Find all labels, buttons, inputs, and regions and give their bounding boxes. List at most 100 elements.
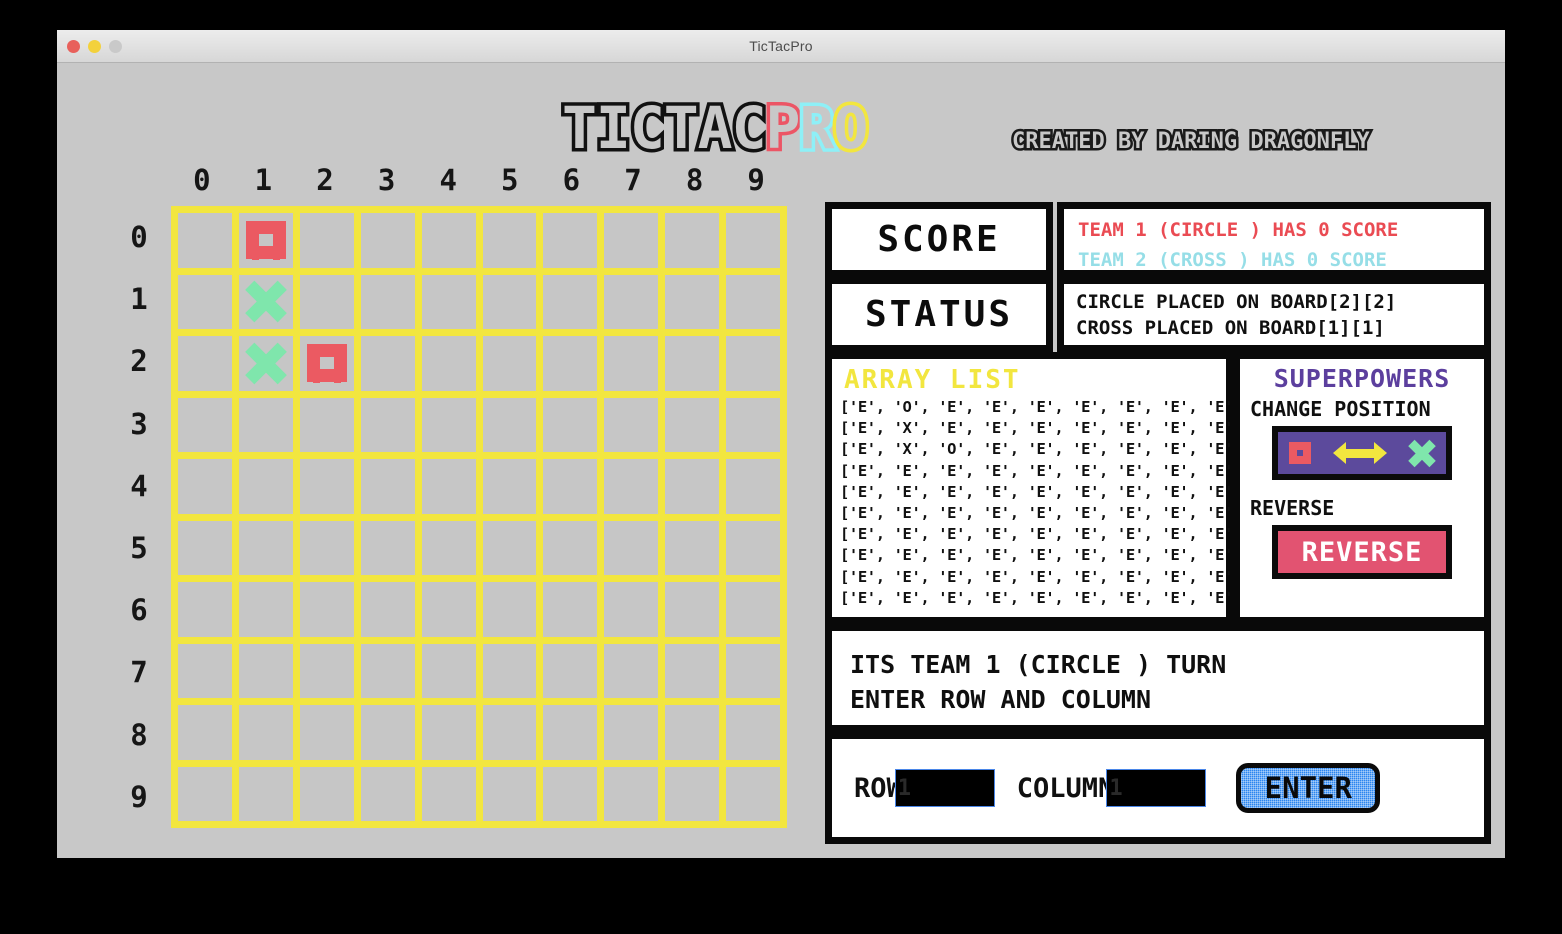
board-cell-5-1[interactable] bbox=[238, 520, 293, 575]
board-cell-4-6[interactable] bbox=[543, 459, 598, 514]
board-cell-1-3[interactable] bbox=[360, 274, 415, 329]
board-cell-4-8[interactable] bbox=[665, 459, 720, 514]
change-position-button[interactable] bbox=[1272, 426, 1452, 480]
board-cell-7-5[interactable] bbox=[482, 643, 537, 698]
board-cell-5-4[interactable] bbox=[421, 520, 476, 575]
board-cell-7-0[interactable] bbox=[178, 643, 232, 698]
board-cell-8-1[interactable] bbox=[238, 705, 293, 760]
minimize-button-icon[interactable] bbox=[88, 40, 101, 53]
board-cell-5-6[interactable] bbox=[543, 520, 598, 575]
board-cell-6-2[interactable] bbox=[299, 582, 354, 637]
board-cell-3-3[interactable] bbox=[360, 397, 415, 452]
board-cell-8-0[interactable] bbox=[178, 705, 232, 760]
board-cell-7-8[interactable] bbox=[665, 643, 720, 698]
board-cell-6-5[interactable] bbox=[482, 582, 537, 637]
board-cell-0-6[interactable] bbox=[543, 213, 598, 268]
board-cell-8-9[interactable] bbox=[726, 705, 780, 760]
board-cell-3-5[interactable] bbox=[482, 397, 537, 452]
board-cell-3-0[interactable] bbox=[178, 397, 232, 452]
board-cell-7-6[interactable] bbox=[543, 643, 598, 698]
board-cell-9-3[interactable] bbox=[360, 766, 415, 821]
board-cell-9-0[interactable] bbox=[178, 766, 232, 821]
board-cell-6-9[interactable] bbox=[726, 582, 780, 637]
game-board[interactable] bbox=[171, 206, 787, 828]
board-cell-7-7[interactable] bbox=[604, 643, 659, 698]
board-cell-2-0[interactable] bbox=[178, 336, 232, 391]
board-cell-2-2[interactable] bbox=[299, 336, 354, 391]
board-cell-6-1[interactable] bbox=[238, 582, 293, 637]
board-cell-9-5[interactable] bbox=[482, 766, 537, 821]
board-cell-6-3[interactable] bbox=[360, 582, 415, 637]
board-cell-4-0[interactable] bbox=[178, 459, 232, 514]
board-cell-8-8[interactable] bbox=[665, 705, 720, 760]
board-cell-1-2[interactable] bbox=[299, 274, 354, 329]
board-cell-4-4[interactable] bbox=[421, 459, 476, 514]
board-cell-3-2[interactable] bbox=[299, 397, 354, 452]
board-cell-0-9[interactable] bbox=[726, 213, 780, 268]
board-cell-9-6[interactable] bbox=[543, 766, 598, 821]
board-cell-4-2[interactable] bbox=[299, 459, 354, 514]
board-cell-2-8[interactable] bbox=[665, 336, 720, 391]
board-cell-0-1[interactable] bbox=[238, 213, 293, 268]
board-cell-9-9[interactable] bbox=[726, 766, 780, 821]
board-cell-6-7[interactable] bbox=[604, 582, 659, 637]
board-cell-4-9[interactable] bbox=[726, 459, 780, 514]
board-cell-5-8[interactable] bbox=[665, 520, 720, 575]
board-cell-7-2[interactable] bbox=[299, 643, 354, 698]
board-cell-3-9[interactable] bbox=[726, 397, 780, 452]
board-cell-7-3[interactable] bbox=[360, 643, 415, 698]
board-cell-4-7[interactable] bbox=[604, 459, 659, 514]
board-cell-7-4[interactable] bbox=[421, 643, 476, 698]
close-button-icon[interactable] bbox=[67, 40, 80, 53]
board-cell-5-0[interactable] bbox=[178, 520, 232, 575]
board-cell-3-4[interactable] bbox=[421, 397, 476, 452]
board-cell-2-6[interactable] bbox=[543, 336, 598, 391]
board-cell-3-8[interactable] bbox=[665, 397, 720, 452]
row-input[interactable]: 1 bbox=[894, 769, 995, 807]
board-cell-4-5[interactable] bbox=[482, 459, 537, 514]
board-cell-8-4[interactable] bbox=[421, 705, 476, 760]
board-cell-6-4[interactable] bbox=[421, 582, 476, 637]
board-cell-0-2[interactable] bbox=[299, 213, 354, 268]
board-cell-0-0[interactable] bbox=[178, 213, 232, 268]
board-cell-2-9[interactable] bbox=[726, 336, 780, 391]
board-cell-3-6[interactable] bbox=[543, 397, 598, 452]
board-cell-9-7[interactable] bbox=[604, 766, 659, 821]
board-cell-4-3[interactable] bbox=[360, 459, 415, 514]
board-cell-5-9[interactable] bbox=[726, 520, 780, 575]
board-cell-8-2[interactable] bbox=[299, 705, 354, 760]
board-cell-6-8[interactable] bbox=[665, 582, 720, 637]
board-cell-8-3[interactable] bbox=[360, 705, 415, 760]
board-cell-1-4[interactable] bbox=[421, 274, 476, 329]
board-cell-8-7[interactable] bbox=[604, 705, 659, 760]
board-cell-9-4[interactable] bbox=[421, 766, 476, 821]
board-cell-5-5[interactable] bbox=[482, 520, 537, 575]
board-cell-9-8[interactable] bbox=[665, 766, 720, 821]
board-cell-0-5[interactable] bbox=[482, 213, 537, 268]
enter-button[interactable]: ENTER bbox=[1236, 763, 1381, 813]
board-cell-9-2[interactable] bbox=[299, 766, 354, 821]
board-cell-5-3[interactable] bbox=[360, 520, 415, 575]
board-cell-0-8[interactable] bbox=[665, 213, 720, 268]
board-cell-1-5[interactable] bbox=[482, 274, 537, 329]
board-cell-1-8[interactable] bbox=[665, 274, 720, 329]
board-cell-7-9[interactable] bbox=[726, 643, 780, 698]
board-cell-0-4[interactable] bbox=[421, 213, 476, 268]
board-cell-2-4[interactable] bbox=[421, 336, 476, 391]
board-cell-5-7[interactable] bbox=[604, 520, 659, 575]
board-cell-0-7[interactable] bbox=[604, 213, 659, 268]
board-cell-6-0[interactable] bbox=[178, 582, 232, 637]
board-cell-0-3[interactable] bbox=[360, 213, 415, 268]
board-cell-3-1[interactable] bbox=[238, 397, 293, 452]
board-cell-1-7[interactable] bbox=[604, 274, 659, 329]
board-cell-8-5[interactable] bbox=[482, 705, 537, 760]
reverse-button[interactable]: REVERSE bbox=[1272, 525, 1452, 579]
board-cell-5-2[interactable] bbox=[299, 520, 354, 575]
board-cell-2-3[interactable] bbox=[360, 336, 415, 391]
board-cell-2-5[interactable] bbox=[482, 336, 537, 391]
board-cell-3-7[interactable] bbox=[604, 397, 659, 452]
board-cell-2-1[interactable] bbox=[238, 336, 293, 391]
board-cell-2-7[interactable] bbox=[604, 336, 659, 391]
board-cell-1-1[interactable] bbox=[238, 274, 293, 329]
board-cell-1-6[interactable] bbox=[543, 274, 598, 329]
